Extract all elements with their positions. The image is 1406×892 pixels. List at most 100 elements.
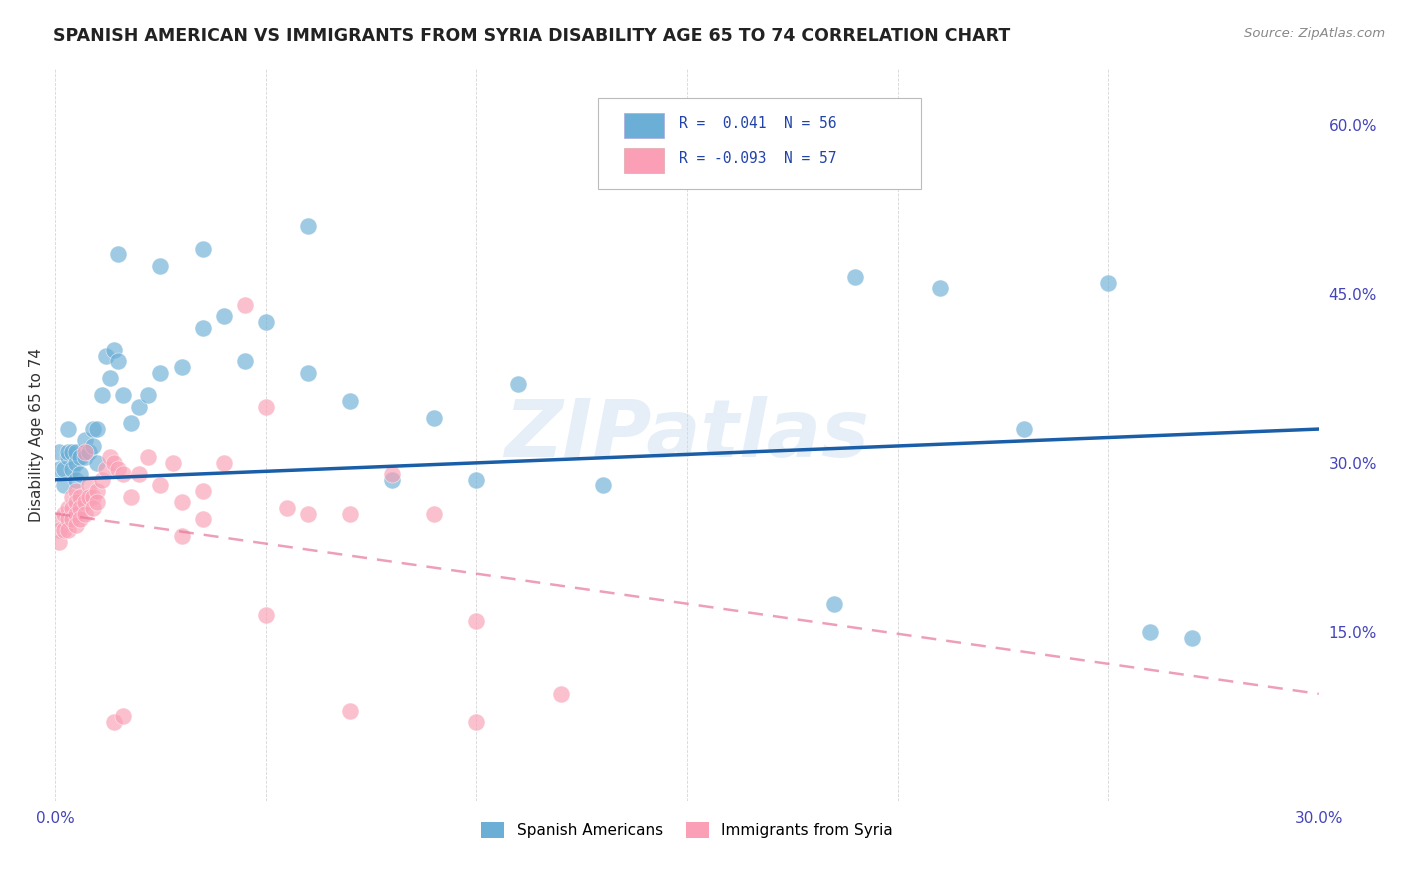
Point: [107, 461, 129, 475]
Point: [107, 247, 129, 261]
Point: [48, 534, 70, 549]
Point: [1139, 624, 1161, 639]
Point: [339, 507, 361, 521]
Point: [170, 529, 193, 543]
Point: [65, 495, 87, 509]
Point: [90, 473, 112, 487]
FancyBboxPatch shape: [624, 113, 664, 138]
Text: SPANISH AMERICAN VS IMMIGRANTS FROM SYRIA DISABILITY AGE 65 TO 74 CORRELATION CH: SPANISH AMERICAN VS IMMIGRANTS FROM SYRI…: [53, 27, 1011, 45]
Point: [423, 410, 446, 425]
Point: [465, 714, 488, 729]
Point: [170, 495, 193, 509]
Point: [120, 417, 142, 431]
Point: [56, 500, 79, 515]
Point: [52, 507, 75, 521]
Point: [212, 456, 235, 470]
Point: [191, 483, 214, 498]
Point: [56, 444, 79, 458]
Point: [103, 456, 125, 470]
Point: [120, 490, 142, 504]
Point: [48, 512, 70, 526]
Point: [212, 310, 235, 324]
Point: [56, 422, 79, 436]
Point: [297, 366, 319, 380]
Point: [162, 456, 184, 470]
Point: [73, 450, 96, 465]
FancyBboxPatch shape: [599, 98, 921, 189]
Point: [69, 490, 91, 504]
Point: [77, 444, 100, 458]
Point: [423, 507, 446, 521]
Point: [111, 709, 134, 723]
Point: [136, 388, 159, 402]
Point: [297, 507, 319, 521]
Point: [233, 354, 256, 368]
Point: [60, 444, 83, 458]
Point: [73, 444, 96, 458]
Point: [111, 388, 134, 402]
Point: [69, 512, 91, 526]
Point: [254, 400, 277, 414]
Point: [77, 490, 100, 504]
Point: [65, 517, 87, 532]
Point: [381, 473, 404, 487]
Point: [149, 478, 172, 492]
Point: [60, 490, 83, 504]
Point: [73, 507, 96, 521]
Point: [508, 376, 530, 391]
Point: [128, 467, 150, 482]
Point: [339, 393, 361, 408]
Point: [823, 597, 845, 611]
Point: [339, 704, 361, 718]
Point: [191, 512, 214, 526]
Point: [69, 467, 91, 482]
Point: [56, 450, 79, 465]
Point: [82, 422, 104, 436]
Point: [65, 456, 87, 470]
Point: [65, 444, 87, 458]
Point: [191, 320, 214, 334]
Point: [592, 478, 614, 492]
Text: R =  0.041  N = 56: R = 0.041 N = 56: [679, 116, 837, 131]
Point: [48, 444, 70, 458]
Point: [1012, 422, 1035, 436]
Point: [52, 461, 75, 475]
Point: [90, 388, 112, 402]
Point: [844, 269, 866, 284]
Point: [94, 349, 117, 363]
Point: [254, 315, 277, 329]
Point: [73, 434, 96, 448]
FancyBboxPatch shape: [624, 148, 664, 173]
Point: [149, 366, 172, 380]
Point: [86, 495, 108, 509]
Point: [103, 343, 125, 358]
Point: [149, 259, 172, 273]
Point: [111, 467, 134, 482]
Text: R = -0.093  N = 57: R = -0.093 N = 57: [679, 151, 837, 166]
Point: [233, 298, 256, 312]
Point: [759, 118, 782, 132]
Point: [60, 500, 83, 515]
Point: [465, 614, 488, 628]
Point: [381, 467, 404, 482]
Point: [107, 354, 129, 368]
Point: [73, 495, 96, 509]
Point: [60, 461, 83, 475]
Point: [82, 490, 104, 504]
Point: [86, 483, 108, 498]
Text: Source: ZipAtlas.com: Source: ZipAtlas.com: [1244, 27, 1385, 40]
Point: [136, 450, 159, 465]
Y-axis label: Disability Age 65 to 74: Disability Age 65 to 74: [30, 348, 44, 522]
Point: [86, 422, 108, 436]
Point: [254, 607, 277, 622]
Point: [52, 524, 75, 538]
Point: [56, 512, 79, 526]
Point: [94, 461, 117, 475]
Point: [77, 478, 100, 492]
Point: [82, 439, 104, 453]
Point: [65, 473, 87, 487]
Point: [1097, 276, 1119, 290]
Point: [69, 450, 91, 465]
Point: [69, 500, 91, 515]
Point: [52, 478, 75, 492]
